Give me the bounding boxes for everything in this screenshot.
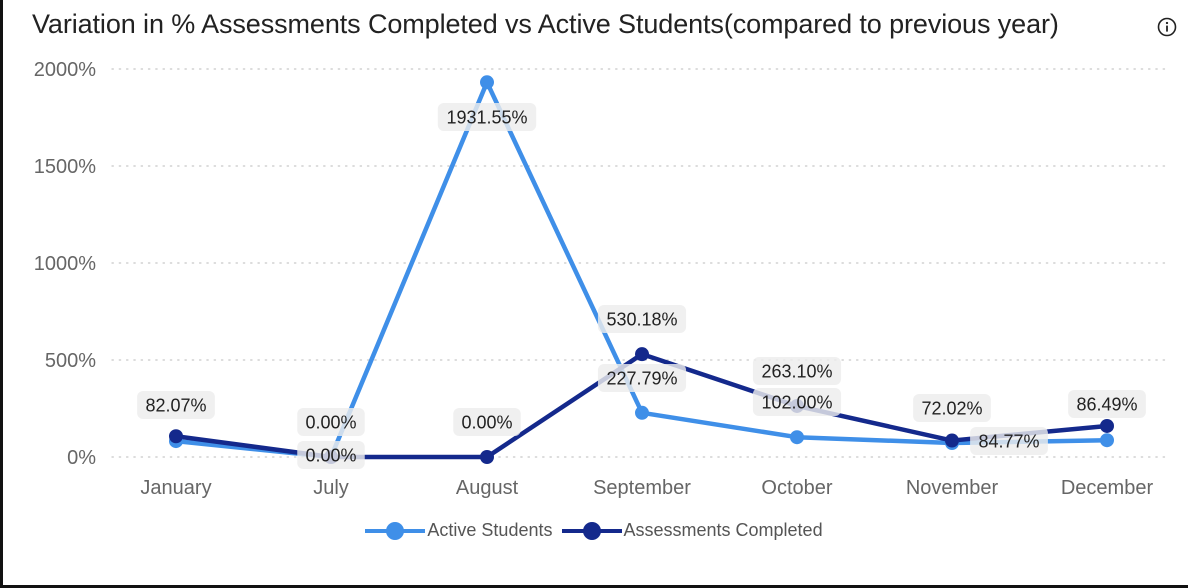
data-label-box [437, 103, 537, 131]
data-label: 0.00% [461, 413, 512, 433]
data-label-box [752, 388, 842, 416]
data-label-box [597, 305, 687, 333]
data-point [790, 430, 804, 445]
y-tick-label: 500% [45, 350, 96, 372]
legend-marker-active-students [386, 521, 405, 540]
data-label: 227.79% [606, 369, 677, 389]
data-label-box [752, 357, 842, 385]
data-label: 72.02% [921, 399, 982, 419]
gridlines [111, 68, 1169, 458]
data-label: 82.07% [145, 396, 206, 416]
data-label-box [453, 408, 521, 436]
info-icon[interactable] [1157, 17, 1177, 37]
data-label: 86.49% [1076, 395, 1137, 415]
x-tick-label: January [140, 477, 211, 499]
data-point [480, 450, 494, 464]
x-tick-label: July [313, 477, 349, 499]
x-tick-label: August [456, 477, 519, 499]
legend-label-assessments-completed: Assessments Completed [623, 520, 823, 540]
data-label: 530.18% [606, 310, 677, 330]
data-label-box [137, 391, 215, 419]
data-point [169, 429, 183, 444]
x-tick-label: September [593, 477, 691, 499]
legend: Active Students Assessments Completed [0, 520, 1188, 546]
legend-marker-assessments-completed [582, 521, 601, 540]
legend-item-assessments-completed[interactable]: Assessments Completed [561, 520, 823, 541]
y-axis-ticks: 0% 500% 1000% 1500% 2000% [34, 59, 96, 469]
x-tick-label: December [1061, 477, 1154, 499]
data-label-box [1068, 390, 1146, 418]
data-point [635, 347, 649, 362]
data-label-box [970, 427, 1048, 455]
x-tick-label: October [761, 477, 832, 499]
data-point [1100, 433, 1114, 448]
chart-title: Variation in % Assessments Completed vs … [32, 9, 1059, 39]
data-point [635, 405, 649, 420]
legend-swatch-assessments-completed [561, 521, 622, 541]
data-label: 1931.55% [446, 108, 527, 128]
data-label-box [297, 408, 365, 436]
data-label: 102.00% [761, 393, 832, 413]
y-tick-label: 0% [67, 447, 96, 469]
data-label-box [597, 364, 687, 392]
x-tick-label: November [906, 477, 999, 499]
data-label: 0.00% [305, 446, 356, 466]
y-tick-label: 2000% [34, 59, 96, 81]
data-point [1100, 418, 1114, 433]
y-tick-label: 1500% [34, 156, 96, 178]
legend-swatch-active-students [365, 521, 426, 541]
x-axis-ticks: January July August September October Novembe… [140, 477, 1153, 499]
data-label: 84.77% [978, 432, 1039, 452]
data-label-box [297, 441, 365, 469]
data-label: 0.00% [305, 413, 356, 433]
line-chart: 0% 500% 1000% 1500% 2000% January July August S… [34, 59, 1169, 499]
legend-item-active-students[interactable]: Active Students [365, 520, 552, 541]
legend-label-active-students: Active Students [427, 520, 553, 540]
y-tick-label: 1000% [34, 253, 96, 275]
data-point [480, 75, 494, 90]
data-labels: 82.07% 0.00% 1931.55% 227.79% 102.00% 72.02% 8… [137, 103, 1146, 469]
data-label: 263.10% [761, 362, 832, 382]
data-label-box [913, 394, 991, 422]
data-point [945, 433, 959, 448]
